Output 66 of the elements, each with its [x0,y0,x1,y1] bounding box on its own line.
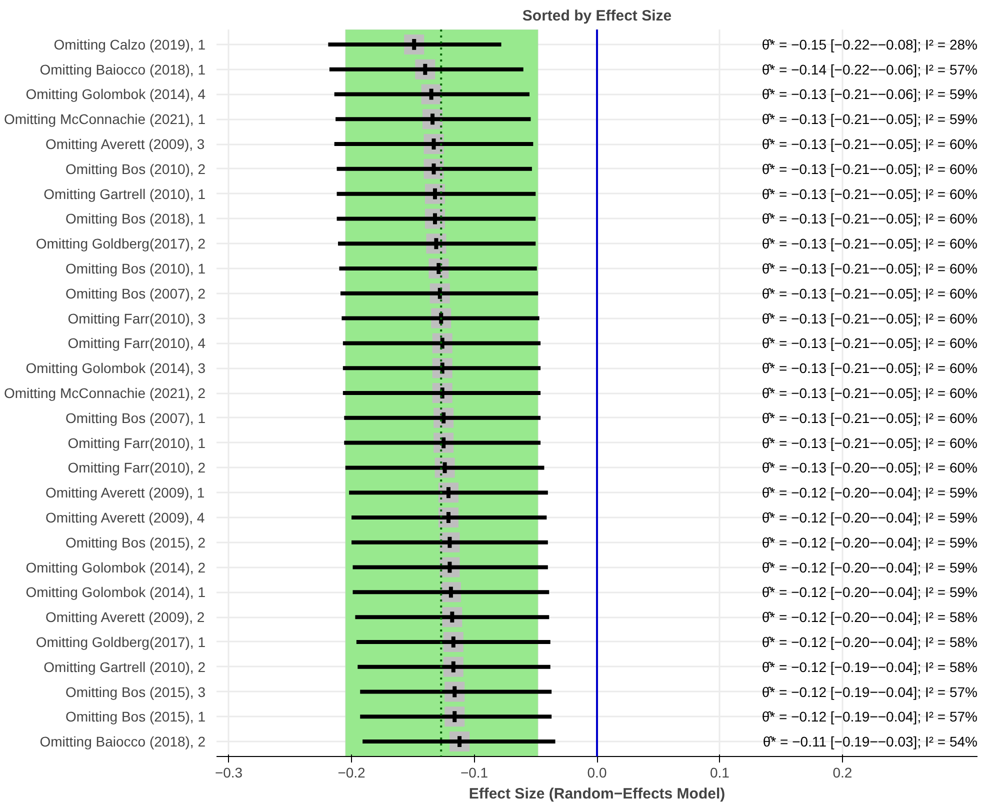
annotation: θ̂* = −0.12 [−0.20−−0.04]; I² = 59% [762,534,978,550]
annotation: θ̂* = −0.15 [−0.22−−0.08]; I² = 28% [762,36,978,52]
y-tick-label: Omitting Bos (2015), 2 [65,534,206,550]
annotation: θ̂* = −0.14 [−0.22−−0.06]; I² = 57% [762,61,978,78]
y-tick-label: Omitting Averett (2009), 2 [45,609,205,626]
annotation: θ̂* = −0.12 [−0.20−−0.04]; I² = 59% [762,584,978,600]
annotation: θ̂* = −0.12 [−0.19−−0.04]; I² = 58% [762,658,978,675]
annotation: θ̂* = −0.13 [−0.21−−0.05]; I² = 59% [762,111,978,128]
annotation: θ̂* = −0.13 [−0.21−−0.05]; I² = 60% [762,434,978,451]
y-tick-label: Omitting Farr(2010), 2 [68,460,206,476]
y-tick-label: Omitting Golombok (2014), 2 [26,559,206,576]
annotation: θ̂* = −0.12 [−0.20−−0.04]; I² = 59% [762,559,978,576]
y-tick-label: Omitting Bos (2007), 2 [65,285,206,302]
y-tick-label: Omitting Farr(2010), 1 [68,434,206,451]
annotation: θ̂* = −0.13 [−0.21−−0.05]; I² = 60% [762,136,978,152]
annotation: θ̂* = −0.13 [−0.21−−0.05]; I² = 60% [762,260,978,277]
annotation: θ̂* = −0.12 [−0.19−−0.04]; I² = 57% [762,684,978,700]
y-tick-label: Omitting Averett (2009), 3 [45,136,205,152]
annotation: θ̂* = −0.13 [−0.21−−0.05]; I² = 60% [762,335,978,352]
annotation: θ̂* = −0.12 [−0.19−−0.04]; I² = 57% [762,708,978,725]
y-tick-label: Omitting Bos (2007), 1 [65,410,206,426]
annotation: θ̂* = −0.13 [−0.21−−0.05]; I² = 60% [762,360,978,376]
x-tick-label: −0.3 [214,764,243,780]
annotation: θ̂* = −0.13 [−0.21−−0.05]; I² = 60% [762,236,978,252]
x-tick-label: −0.2 [338,764,366,780]
annotation: θ̂* = −0.13 [−0.21−−0.05]; I² = 60% [762,210,978,227]
y-tick-label: Omitting Goldberg(2017), 2 [36,236,206,252]
y-tick-label: Omitting Farr(2010), 3 [68,310,206,326]
annotation: θ̂* = −0.13 [−0.21−−0.05]; I² = 60% [762,285,978,302]
annotation: θ̂* = −0.13 [−0.20−−0.05]; I² = 60% [762,460,978,476]
annotation: θ̂* = −0.13 [−0.21−−0.05]; I² = 60% [762,160,978,177]
y-tick-label: Omitting Bos (2015), 1 [65,708,206,725]
y-tick-label: Omitting Golombok (2014), 4 [26,86,206,102]
annotation: θ̂* = −0.12 [−0.20−−0.04]; I² = 59% [762,484,978,501]
x-tick-label: 0.2 [832,764,852,780]
annotation: θ̂* = −0.12 [−0.20−−0.04]; I² = 58% [762,609,978,626]
y-tick-label: Omitting Goldberg(2017), 1 [36,634,206,650]
y-tick-label: Omitting Bos (2010), 1 [65,260,206,277]
x-tick-label: −0.1 [460,764,488,780]
x-axis-title: Effect Size (Random−Effects Model) [468,786,726,802]
y-tick-label: Omitting Averett (2009), 1 [45,484,205,501]
y-tick-label: Omitting Farr(2010), 4 [68,335,206,352]
annotation: θ̂* = −0.12 [−0.20−−0.04]; I² = 59% [762,509,978,526]
annotation: θ̂* = −0.13 [−0.21−−0.06]; I² = 59% [762,86,978,102]
y-tick-label: Omitting Gartrell (2010), 2 [44,658,206,675]
y-tick-label: Omitting Golombok (2014), 3 [26,360,206,376]
annotation: θ̂* = −0.13 [−0.21−−0.05]; I² = 60% [762,385,978,401]
annotation: θ̂* = −0.13 [−0.21−−0.05]; I² = 60% [762,186,978,202]
y-tick-label: Omitting Bos (2015), 3 [65,684,206,700]
y-tick-label: Omitting McConnachie (2021), 1 [4,111,206,128]
y-tick-label: Omitting Golombok (2014), 1 [26,584,206,600]
annotation: θ̂* = −0.11 [−0.19−−0.03]; I² = 54% [762,734,978,750]
annotation: θ̂* = −0.12 [−0.20−−0.04]; I² = 58% [762,634,978,650]
y-tick-label: Omitting Averett (2009), 4 [45,509,205,526]
y-tick-label: Omitting Bos (2010), 2 [65,160,206,177]
y-tick-label: Omitting Calzo (2019), 1 [54,36,206,52]
y-tick-label: Omitting Gartrell (2010), 1 [44,186,206,202]
x-tick-label: 0.0 [587,764,607,780]
y-tick-label: Omitting Bos (2018), 1 [65,210,206,227]
annotation: θ̂* = −0.13 [−0.21−−0.05]; I² = 60% [762,410,978,426]
y-tick-label: Omitting Baiocco (2018), 1 [40,61,206,78]
annotation: θ̂* = −0.13 [−0.21−−0.05]; I² = 60% [762,310,978,326]
x-tick-label: 0.1 [710,764,730,780]
chart-title: Sorted by Effect Size [522,8,672,24]
y-tick-label: Omitting McConnachie (2021), 2 [4,385,206,401]
y-tick-label: Omitting Baiocco (2018), 2 [40,734,206,750]
